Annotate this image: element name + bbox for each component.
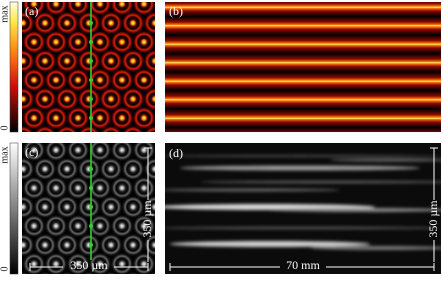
panel-label: (b) — [169, 4, 183, 18]
stripe-image — [165, 2, 441, 132]
profile-points — [89, 21, 93, 120]
panel-d: (d) 70 mm 350 µm — [165, 143, 441, 274]
lattice-image — [22, 143, 155, 274]
scale-label: 350 µm — [70, 258, 108, 272]
scale-bar — [169, 147, 438, 271]
scale-label: 70 mm — [286, 258, 320, 272]
panel-a: (a) — [22, 2, 155, 132]
colorbar-max: max — [0, 5, 10, 22]
panel-label: (a) — [25, 4, 38, 18]
colorbar — [9, 1, 19, 133]
profile-points — [89, 167, 93, 247]
colorbar-min: 0 — [0, 267, 10, 272]
scale-label: 350 µm — [140, 200, 154, 238]
panel-b: (b) — [165, 2, 441, 132]
colorbar — [9, 142, 19, 275]
colorbar-min: 0 — [0, 126, 10, 131]
scale-bar — [29, 147, 152, 271]
panel-label: (c) — [25, 145, 38, 159]
lattice-image — [22, 2, 155, 132]
scale-label: 350 µm — [426, 200, 440, 238]
panel-label: (d) — [169, 146, 183, 160]
panel-c: (c) 350 µm 350 µm — [22, 143, 155, 274]
streaks — [165, 154, 441, 250]
colorbar-max: max — [0, 146, 10, 163]
